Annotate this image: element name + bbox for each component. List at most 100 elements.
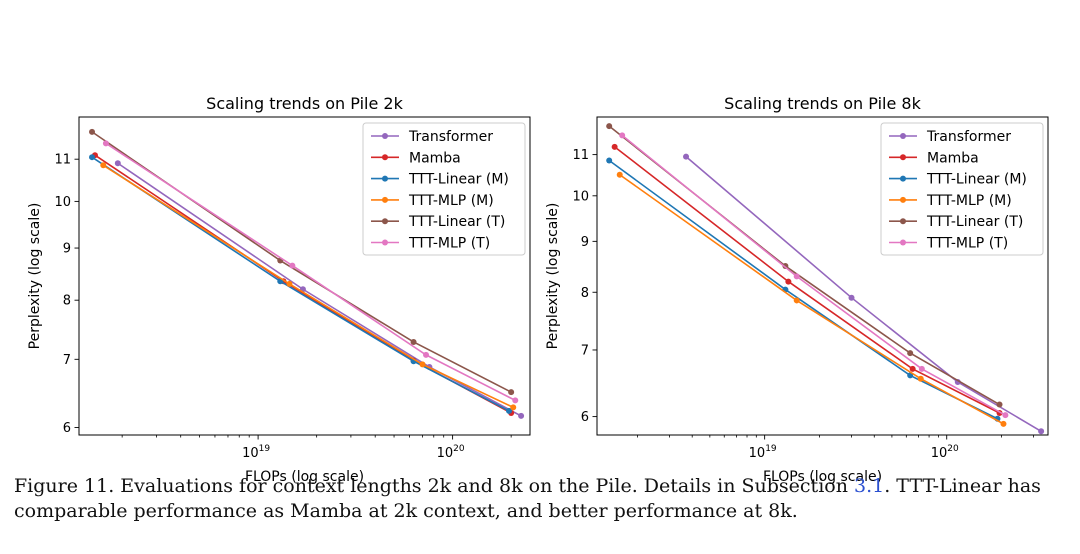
data-point-ttt-linear-t (907, 350, 914, 357)
legend-label-ttt-linear-m: TTT-Linear (M) (408, 172, 509, 188)
data-point-ttt-mlp-m (419, 361, 426, 368)
caption-text-prefix: Figure 11. Evaluations for context lengt… (14, 475, 854, 497)
data-point-transformer (1038, 428, 1045, 435)
caption-line-2: comparable performance as Mamba at 2k co… (14, 500, 798, 522)
data-point-transformer (683, 153, 690, 160)
legend-label-ttt-mlp-t: TTT-MLP (T) (408, 236, 490, 252)
x-axis-label: FLOPs (log scale) (245, 469, 364, 485)
legend-marker-mamba (382, 154, 388, 161)
chart-title: Scaling trends on Pile 2k (206, 94, 403, 113)
plot-area (606, 123, 1045, 435)
data-point-ttt-mlp-t (619, 132, 626, 139)
legend-marker-ttt-mlp-t (900, 239, 906, 246)
legend-marker-ttt-linear-m (900, 175, 906, 182)
legend: Transformer Mamba TTT-Linear (M) TTT-MLP (M… (362, 122, 526, 256)
data-point-ttt-linear-m (89, 154, 96, 161)
legend-label-transformer: Transformer (408, 129, 493, 145)
caption-line-1: Figure 11. Evaluations for context lengt… (14, 474, 1074, 499)
legend-label-ttt-linear-t: TTT-Linear (T) (926, 214, 1023, 230)
series-line-ttt-mlp-m (619, 174, 1004, 425)
series-line-transformer (117, 162, 522, 417)
legend-label-transformer: Transformer (926, 129, 1011, 145)
legend-marker-ttt-linear-m (382, 175, 388, 182)
x-axis-label: FLOPs (log scale) (763, 469, 882, 485)
data-point-ttt-mlp-m (793, 297, 800, 304)
x-tick-label: 1019 (242, 444, 270, 461)
y-tick-label: 10 (572, 189, 589, 204)
data-point-ttt-mlp-m (917, 375, 924, 382)
figure-caption: Figure 11. Evaluations for context lengt… (14, 474, 1074, 524)
data-point-ttt-mlp-t (1002, 412, 1009, 419)
legend-box (880, 122, 1044, 256)
legend-marker-ttt-mlp-m (382, 196, 388, 203)
data-point-transformer (848, 294, 855, 301)
data-point-ttt-mlp-t (793, 273, 800, 280)
y-tick-label: 11 (572, 148, 589, 163)
data-point-mamba (785, 278, 792, 285)
legend-marker-transformer (382, 133, 388, 139)
x-tick-label: 1020 (437, 444, 465, 461)
y-tick-label: 10 (54, 195, 71, 210)
data-point-ttt-mlp-t (918, 365, 925, 372)
data-point-transformer (518, 412, 525, 419)
series-line-ttt-mlp-t (621, 134, 1006, 416)
legend-marker-transformer (900, 133, 906, 139)
data-point-ttt-mlp-m (510, 404, 517, 411)
x-tick-label: 1019 (749, 444, 777, 461)
series-line-ttt-linear-m (91, 156, 510, 412)
y-tick-label: 9 (581, 235, 589, 250)
legend: Transformer Mamba TTT-Linear (M) TTT-MLP (M… (880, 122, 1044, 256)
y-tick-label: 6 (581, 410, 589, 425)
data-point-transformer (114, 160, 121, 167)
data-point-ttt-linear-m (506, 407, 513, 414)
subsection-link[interactable]: 3.1 (854, 475, 885, 497)
legend-label-ttt-mlp-t: TTT-MLP (T) (926, 236, 1008, 252)
legend-marker-ttt-linear-t (900, 218, 906, 225)
data-point-ttt-linear-t (606, 123, 613, 130)
legend-label-mamba: Mamba (409, 150, 461, 166)
y-tick-label: 6 (63, 421, 71, 436)
data-point-ttt-mlp-m (616, 171, 623, 178)
data-point-ttt-mlp-m (286, 280, 293, 287)
legend-marker-ttt-mlp-m (900, 196, 906, 203)
legend-label-ttt-mlp-m: TTT-MLP (M) (408, 193, 494, 209)
data-point-ttt-linear-t (508, 389, 515, 396)
x-tick-label: 1020 (931, 444, 959, 461)
y-tick-label: 7 (63, 353, 71, 368)
legend-marker-mamba (900, 154, 906, 161)
plot-area (89, 128, 525, 419)
chart-panel-pile-8k: Scaling trends on Pile 8k 1019 1020 6 7 8 9 10 1… (545, 94, 1049, 485)
data-point-ttt-linear-m (606, 157, 613, 164)
y-axis-label: Perplexity (log scale) (545, 203, 561, 350)
legend-marker-ttt-linear-t (382, 218, 388, 225)
y-tick-label: 11 (54, 153, 71, 168)
series-line-mamba (614, 146, 1000, 414)
data-point-ttt-mlp-m (1000, 420, 1007, 427)
data-point-ttt-linear-t (410, 338, 417, 345)
y-tick-label: 9 (63, 242, 71, 257)
caption-text-suffix: . TTT-Linear has (884, 475, 1041, 497)
y-tick-label: 8 (63, 294, 71, 309)
chart-title: Scaling trends on Pile 8k (724, 94, 921, 113)
legend-box (362, 122, 526, 256)
legend-label-ttt-mlp-m: TTT-MLP (M) (926, 193, 1012, 209)
data-point-ttt-linear-t (89, 128, 96, 135)
data-point-ttt-mlp-t (289, 262, 296, 269)
data-point-ttt-mlp-t (423, 351, 430, 358)
data-point-mamba (611, 143, 618, 150)
data-point-mamba (909, 365, 916, 372)
series-line-ttt-mlp-t (105, 142, 516, 402)
y-tick-label: 8 (581, 286, 589, 301)
legend-label-ttt-linear-m: TTT-Linear (M) (926, 172, 1027, 188)
data-point-ttt-mlp-t (102, 140, 109, 147)
axes-frame (596, 116, 1049, 436)
legend-marker-ttt-mlp-t (382, 239, 388, 246)
y-tick-label: 7 (581, 343, 589, 358)
y-axis-label: Perplexity (log scale) (27, 203, 43, 350)
axes-frame (78, 116, 531, 436)
data-point-ttt-mlp-m (100, 162, 107, 169)
legend-label-ttt-linear-t: TTT-Linear (T) (408, 214, 505, 230)
legend-label-mamba: Mamba (927, 150, 979, 166)
data-point-ttt-linear-t (996, 401, 1003, 408)
